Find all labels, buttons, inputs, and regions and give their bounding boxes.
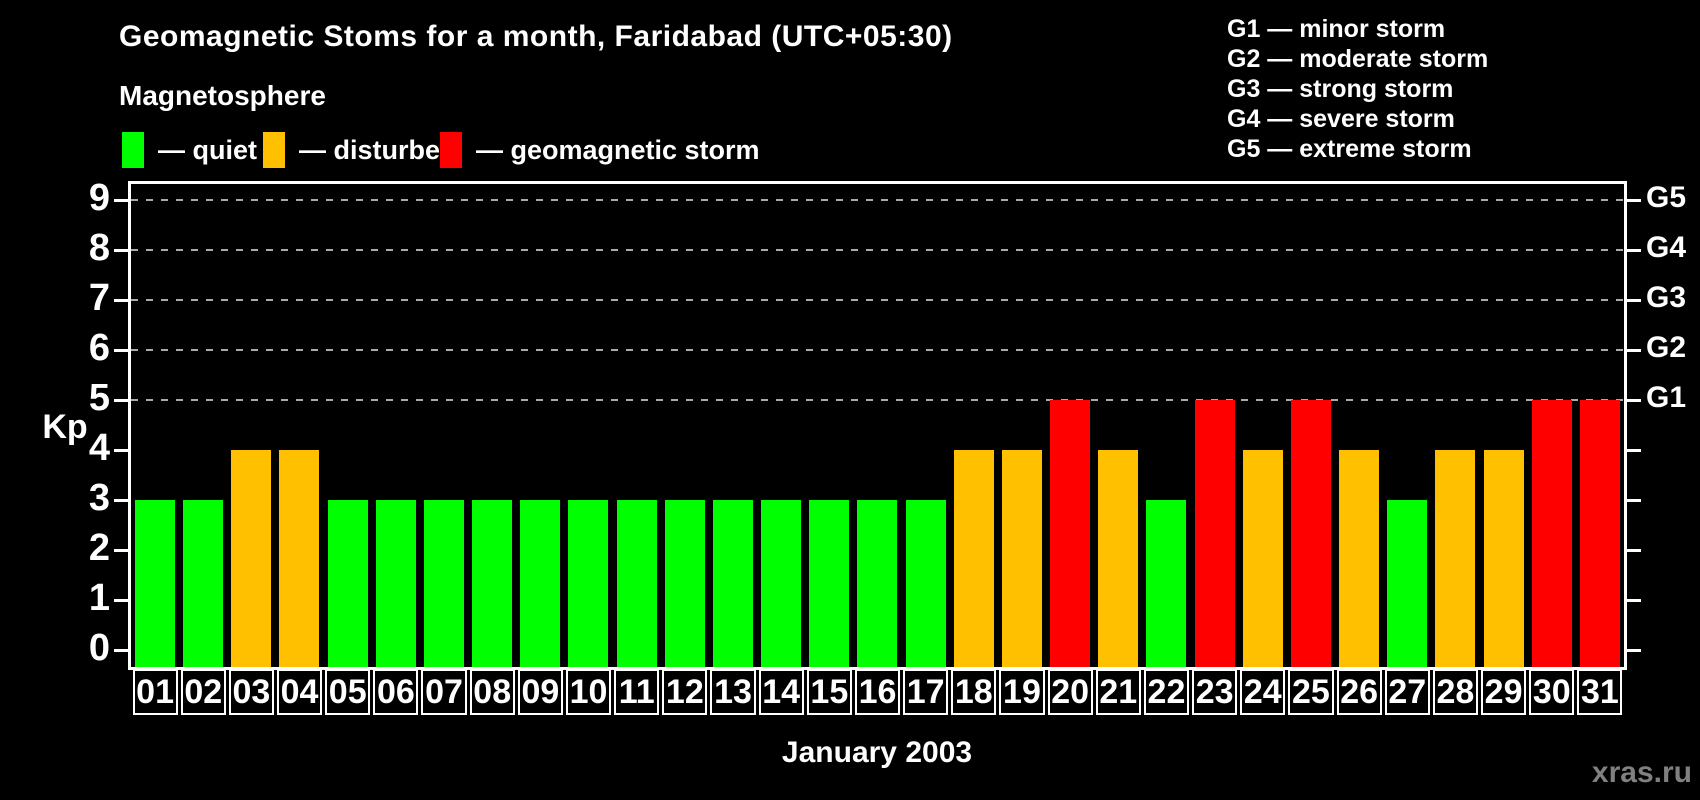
day-box-21: 21: [1095, 669, 1141, 715]
y-axis-tick-left-3: [114, 499, 128, 502]
day-box-24: 24: [1240, 669, 1286, 715]
day-box-22: 22: [1143, 669, 1190, 715]
y-tick-label-9: 9: [88, 177, 110, 219]
day-box-20: 20: [1047, 669, 1093, 715]
legend-item-label: — geomagnetic storm: [476, 135, 760, 165]
legend-item-quiet: — quiet: [122, 131, 257, 169]
quiet-color-swatch: [122, 132, 144, 168]
day-box-07: 07: [421, 669, 467, 715]
x-axis-label: January 2003: [781, 736, 973, 769]
y-axis-tick-left-5: [114, 399, 128, 402]
day-box-13: 13: [710, 669, 756, 715]
legend-item-label: — disturbed: [299, 135, 457, 165]
day-box-12: 12: [662, 669, 708, 715]
day-box-08: 08: [469, 669, 515, 715]
y-axis-tick-right-2: [1627, 549, 1641, 552]
y-axis-tick-left-6: [114, 349, 128, 352]
y-tick-label-0: 0: [88, 627, 110, 669]
g-legend-line-g2: G2 — moderate storm: [1227, 45, 1489, 73]
g-scale-legend: G1 — minor storm G2 — moderate storm G3 …: [1227, 14, 1488, 164]
watermark: xras.ru: [1591, 756, 1692, 789]
day-box-15: 15: [806, 669, 852, 715]
y-tick-label-3: 3: [88, 477, 110, 519]
legend-item-disturbed: — disturbed: [263, 131, 457, 169]
legend-item-label: — quiet: [158, 135, 257, 165]
day-box-25: 25: [1288, 669, 1334, 715]
y-axis-tick-left-1: [114, 599, 128, 602]
day-box-06: 06: [373, 669, 419, 715]
day-box-16: 16: [854, 669, 901, 715]
y-axis-tick-right-8: [1627, 249, 1641, 252]
y-axis-tick-left-9: [114, 199, 128, 202]
legend-heading: Magnetosphere: [119, 80, 326, 111]
g-legend-line-g5: G5 — extreme storm: [1227, 135, 1472, 163]
y-axis-tick-right-6: [1627, 349, 1641, 352]
plot-area: [128, 181, 1627, 670]
y-axis-tick-left-7: [114, 299, 128, 302]
day-box-14: 14: [758, 669, 804, 715]
y-tick-label-8: 8: [88, 227, 110, 269]
day-box-04: 04: [276, 669, 323, 715]
g-scale-label-g3: G3: [1646, 281, 1687, 314]
day-box-11: 11: [614, 669, 660, 715]
y-axis-tick-right-0: [1627, 649, 1641, 652]
y-axis-tick-right-3: [1627, 499, 1641, 502]
y-tick-label-2: 2: [88, 527, 110, 569]
day-box-05: 05: [325, 669, 371, 715]
g-legend-line-g4: G4 — severe storm: [1227, 105, 1455, 133]
y-axis-tick-left-2: [114, 549, 128, 552]
day-box-29: 29: [1481, 669, 1527, 715]
day-box-23: 23: [1192, 669, 1238, 715]
y-axis-tick-right-7: [1627, 299, 1641, 302]
y-tick-label-6: 6: [88, 327, 110, 369]
y-axis-label: Kp: [42, 408, 88, 446]
y-axis-tick-left-0: [114, 649, 128, 652]
day-box-27: 27: [1384, 669, 1430, 715]
storm-color-swatch: [440, 132, 462, 168]
g-legend-line-g3: G3 — strong storm: [1227, 75, 1454, 103]
y-axis-tick-right-5: [1627, 399, 1641, 402]
y-axis-tick-right-1: [1627, 599, 1641, 602]
day-box-30: 30: [1529, 669, 1575, 715]
chart-title: Geomagnetic Stoms for a month, Faridabad…: [119, 20, 953, 53]
day-box-18: 18: [951, 669, 997, 715]
g-scale-label-g5: G5: [1646, 181, 1687, 214]
g-scale-label-g4: G4: [1646, 231, 1687, 264]
y-axis-tick-right-9: [1627, 199, 1641, 202]
y-axis-tick-left-4: [114, 449, 128, 452]
y-tick-label-1: 1: [88, 577, 110, 619]
day-box-01: 01: [132, 669, 178, 715]
y-axis-tick-right-4: [1627, 449, 1641, 452]
y-tick-label-7: 7: [88, 277, 110, 319]
legend-item-storm: — geomagnetic storm: [440, 131, 760, 169]
day-box-09: 09: [517, 669, 563, 715]
disturbed-color-swatch: [263, 132, 285, 168]
day-box-19: 19: [999, 669, 1045, 715]
day-box-31: 31: [1577, 669, 1623, 715]
day-box-02: 02: [180, 669, 226, 715]
day-box-28: 28: [1432, 669, 1478, 715]
day-box-17: 17: [903, 669, 949, 715]
day-box-10: 10: [565, 669, 612, 715]
day-box-26: 26: [1336, 669, 1382, 715]
y-axis-tick-left-8: [114, 249, 128, 252]
day-box-03: 03: [228, 669, 274, 715]
g-scale-label-g2: G2: [1646, 331, 1687, 364]
g-legend-line-g1: G1 — minor storm: [1227, 15, 1446, 43]
g-scale-label-g1: G1: [1646, 381, 1687, 414]
